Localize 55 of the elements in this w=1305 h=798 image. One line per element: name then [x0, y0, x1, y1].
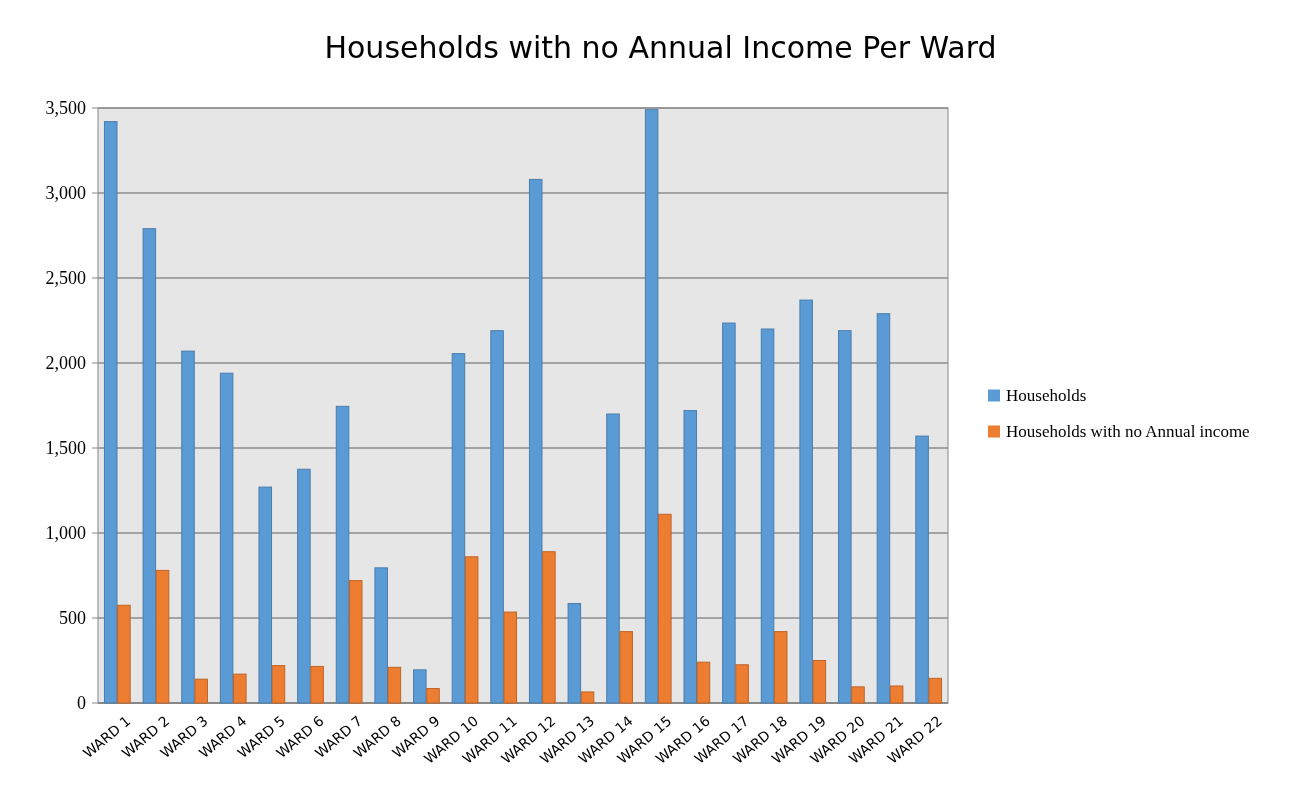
bar: [233, 673, 247, 704]
bar: [503, 611, 518, 704]
bar: [799, 299, 813, 704]
bar: [928, 677, 943, 704]
bar: [155, 569, 170, 704]
legend-label: Households with no Annual income: [1006, 422, 1250, 442]
y-tick-label: 0: [77, 693, 86, 714]
legend-label: Households: [1006, 386, 1087, 406]
y-tick-label: 2,000: [45, 353, 86, 374]
bar: [760, 328, 775, 704]
bar: [194, 678, 208, 704]
bar: [542, 551, 556, 704]
bar: [310, 665, 324, 704]
bar: [464, 556, 479, 704]
bar: [889, 685, 904, 704]
bar: [117, 604, 131, 704]
bar: [451, 353, 466, 704]
bar: [876, 313, 891, 704]
bar: [915, 435, 929, 704]
bar: [413, 669, 427, 704]
bar: [722, 322, 736, 704]
bar: [735, 664, 749, 704]
bar: [658, 513, 672, 704]
bar: [683, 410, 698, 704]
bar: [528, 178, 543, 704]
bar: [142, 228, 157, 704]
bar: [348, 580, 363, 704]
y-tick-label: 500: [59, 608, 86, 629]
y-tick-label: 3,500: [45, 98, 86, 119]
bar: [490, 330, 504, 704]
bar: [271, 665, 286, 704]
bar: [567, 603, 582, 704]
y-tick-label: 1,000: [45, 523, 86, 544]
chart-title: Households with no Annual Income Per Ward: [324, 30, 997, 65]
bar: [374, 567, 388, 704]
bar: [773, 631, 788, 704]
bar: [335, 405, 350, 704]
bar: [426, 688, 440, 704]
bar: [619, 631, 633, 704]
bar: [644, 109, 659, 704]
bar: [580, 691, 595, 704]
bar: [696, 661, 711, 704]
bar: [812, 660, 827, 704]
bar: [181, 350, 195, 704]
y-tick-label: 2,500: [45, 268, 86, 289]
y-tick-label: 3,000: [45, 183, 86, 204]
y-tick-label: 1,500: [45, 438, 86, 459]
bar: [258, 486, 273, 704]
bar: [387, 666, 402, 704]
bar: [103, 121, 118, 704]
bar: [851, 686, 865, 704]
bar: [606, 413, 620, 704]
bar: [297, 468, 311, 704]
bar: [219, 372, 234, 704]
bar: [838, 330, 852, 704]
